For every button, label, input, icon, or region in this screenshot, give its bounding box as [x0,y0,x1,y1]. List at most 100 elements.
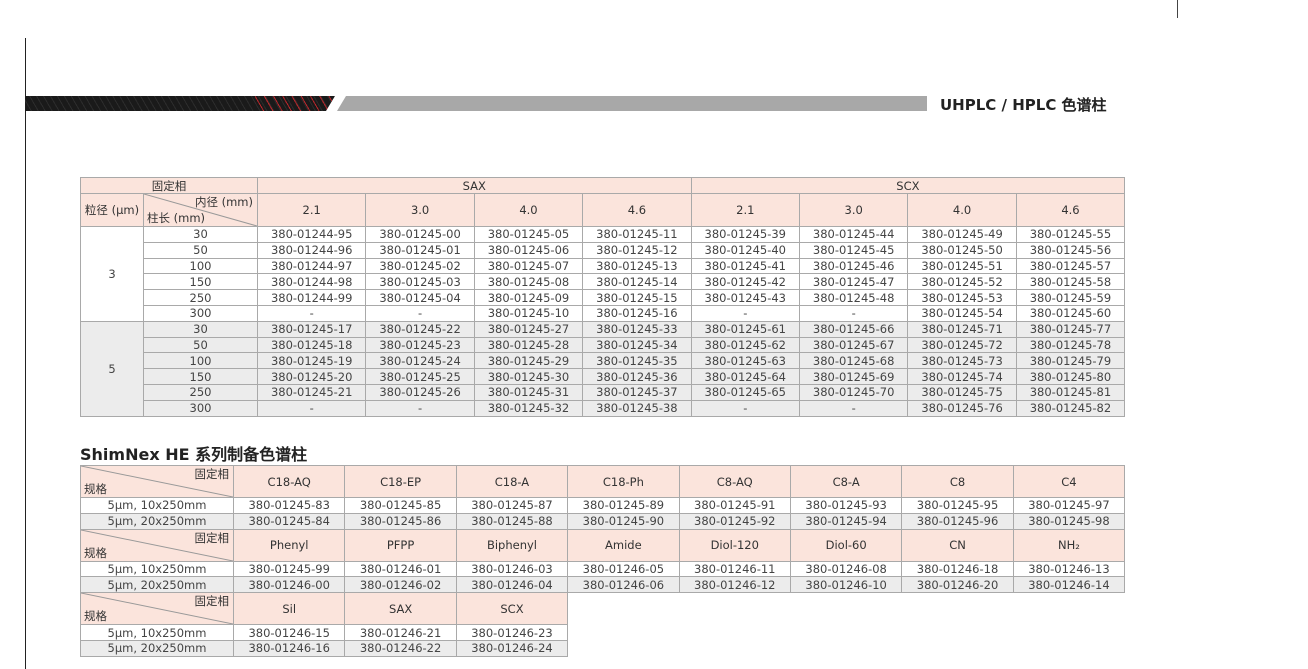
part-number-cell: 380-01245-20 [256,368,367,385]
part-number-cell: 380-01245-18 [256,336,367,354]
stationary-phase-header: C8-AQ [678,465,791,498]
part-number-cell: 380-01245-12 [582,241,692,259]
spec-cell: 5µm, 10x250mm [80,560,234,578]
part-number-cell: 380-01245-62 [690,336,800,354]
part-number-cell: 380-01246-15 [232,624,346,641]
stationary-phase-header: C18-A [455,465,569,498]
part-number-cell: 380-01245-27 [473,320,584,338]
spec-cell: 5µm, 20x250mm [80,639,234,657]
empty-cell [790,624,902,641]
inner-diameter-header: 2.1 [690,193,800,227]
part-number-cell: 380-01245-91 [678,497,791,514]
part-number-cell: 380-01244-99 [256,289,367,306]
part-number-cell: 380-01246-20 [901,576,1014,594]
part-number-cell: 380-01245-71 [907,320,1017,338]
part-number-cell: 380-01245-59 [1015,289,1126,306]
part-number-cell: 380-01245-96 [901,512,1014,530]
header-row: 固定相 规格 Sil SAX SCX [80,592,1125,626]
spec-cell: 5µm, 20x250mm [80,512,234,530]
table-row: 100 380-01244-97 380-01245-02 380-01245-07 3… [81,257,1126,275]
column-length-cell: 250 [143,289,258,306]
stationary-phase-header: 固定相 [80,177,258,194]
table-row: 5µm, 10x250mm 380-01246-15 380-01246-21 380… [80,624,1125,641]
part-number-cell: 380-01245-76 [907,399,1017,417]
part-number-cell: 380-01245-45 [798,241,909,259]
part-number-cell: 380-01245-42 [690,273,800,291]
particle-size-cell: 5 [80,320,144,417]
column-length-cell: 150 [143,273,258,291]
part-number-cell: 380-01244-95 [256,226,367,243]
part-number-cell: 380-01245-89 [567,497,680,514]
part-number-cell: 380-01245-66 [798,320,909,338]
part-number-cell: 380-01246-14 [1012,576,1126,594]
inner-diameter-header: 4.0 [907,193,1017,227]
part-number-cell: 380-01245-26 [365,383,475,401]
phase-spec-header: 固定相 规格 [80,528,234,562]
inner-diameter-header: 4.0 [473,193,584,227]
row-header-label: 柱长 (mm) [147,211,206,225]
part-number-cell: - [798,399,909,417]
empty-cell [901,624,1014,641]
part-number-cell: 380-01245-29 [473,352,584,370]
empty-cell [567,624,680,641]
empty-cell [679,592,791,625]
column-length-cell: 150 [143,368,258,385]
stationary-phase-header: Sil [232,592,346,626]
part-number-cell: 380-01245-99 [232,560,346,578]
table-row: 5µm, 10x250mm 380-01245-99 380-01246-01 380… [80,560,1126,578]
part-number-cell: 380-01246-23 [455,624,569,641]
stationary-phase-header: C18-Ph [567,465,680,498]
table-row: 150 380-01244-98 380-01245-03 380-01245-08 3… [81,273,1126,291]
empty-cell [679,640,791,657]
column-length-cell: 50 [143,336,258,354]
banner-red-stripes [255,96,335,111]
row-header-label: 规格 [84,482,107,496]
page-margin-line [25,38,26,669]
stationary-phase-header: C8-A [789,465,903,498]
part-number-cell: 380-01245-28 [473,336,584,354]
part-number-cell: 380-01245-30 [473,368,584,385]
part-number-cell: 380-01245-25 [365,368,475,385]
part-number-cell: 380-01245-94 [789,512,903,530]
part-number-cell: 380-01245-10 [473,304,584,322]
phase-group-header: SCX [690,177,1126,194]
empty-cell [679,624,791,641]
part-number-cell: - [690,304,800,322]
inner-diameter-header: 4.6 [1015,193,1126,227]
part-number-cell: 380-01245-04 [365,289,475,306]
stationary-phase-header: C18-AQ [232,465,346,498]
part-number-cell: 380-01245-47 [798,273,909,291]
inner-diameter-header: 3.0 [365,193,475,227]
part-number-cell: 380-01245-41 [690,257,800,275]
part-number-cell: 380-01245-74 [907,368,1017,385]
column-length-cell: 250 [143,383,258,401]
part-number-cell: 380-01245-06 [473,241,584,259]
particle-size-header: 粒径 (µm) [80,193,144,227]
part-number-cell: 380-01245-37 [582,383,692,401]
spec-cell: 5µm, 10x250mm [80,624,234,641]
part-number-cell: 380-01246-08 [789,560,903,578]
part-number-cell: 380-01245-98 [1012,512,1126,530]
phase-spec-header: 固定相 规格 [80,465,234,498]
part-number-cell: 380-01245-54 [907,304,1017,322]
part-number-cell: 380-01245-75 [907,383,1017,401]
column-length-cell: 30 [143,320,258,338]
part-number-cell: 380-01245-09 [473,289,584,306]
column-length-cell: 300 [143,304,258,322]
banner-grey-bar [337,96,927,111]
phase-spec-header: 固定相 规格 [80,592,234,626]
part-number-cell: 380-01245-85 [344,497,457,514]
part-number-cell: 380-01245-83 [232,497,346,514]
column-length-cell: 30 [143,226,258,243]
part-number-cell: 380-01245-40 [690,241,800,259]
page-corner-mark [1177,0,1178,18]
stationary-phase-header: Diol-60 [789,528,903,562]
part-number-cell: 380-01245-70 [798,383,909,401]
part-number-cell: 380-01245-86 [344,512,457,530]
stationary-phase-header: PFPP [344,528,457,562]
table-row: 5µm, 10x250mm 380-01245-83 380-01245-85 380… [80,497,1126,514]
part-number-cell: 380-01246-24 [455,639,569,657]
table-row: 250 380-01245-21 380-01245-26 380-01245-31 3… [81,383,1126,401]
part-number-cell: 380-01245-46 [798,257,909,275]
part-number-cell: 380-01245-82 [1015,399,1126,417]
